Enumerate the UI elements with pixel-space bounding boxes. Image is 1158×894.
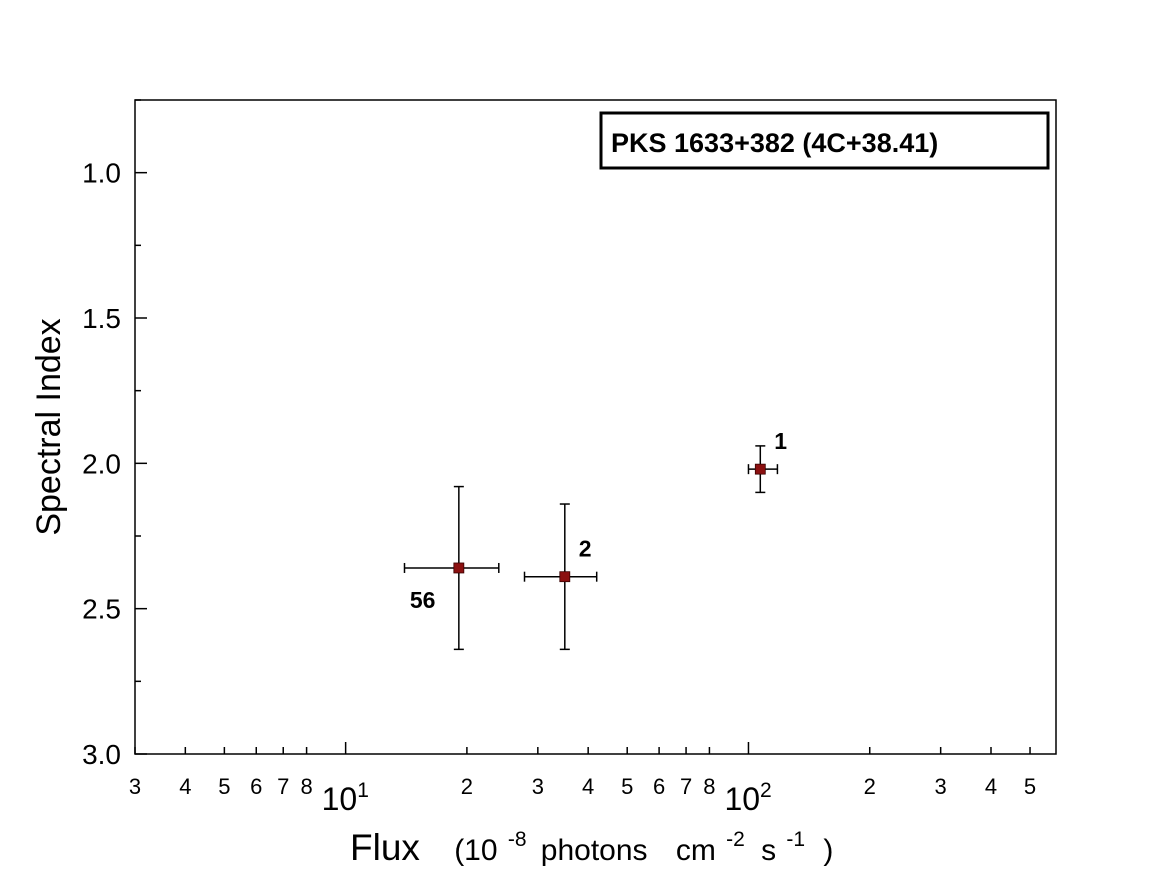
x-tick-label: 4 — [179, 774, 191, 799]
x-tick-label: 8 — [703, 774, 715, 799]
x-tick-label: 4 — [985, 774, 997, 799]
data-point: 56 — [403, 485, 500, 651]
plot-frame — [134, 99, 1057, 755]
legend-label: PKS 1633+382 (4C+38.41) — [611, 128, 938, 158]
y-axis-title: Spectral Index — [30, 318, 68, 535]
x-title-main: Flux — [350, 827, 420, 868]
x-tick-label: 7 — [277, 774, 289, 799]
x-tick-label: 3 — [129, 774, 141, 799]
x-tick-label: 5 — [621, 774, 633, 799]
x-tick-label: 5 — [218, 774, 230, 799]
x-axis-title: Flux (10 -8 photons cm -2 s -1 ) — [350, 813, 833, 868]
x-title-open: (10 — [454, 834, 497, 867]
x-title-photons: photons — [541, 834, 648, 867]
y-tick-label: 2.5 — [82, 594, 121, 625]
x-tick-label: 101 — [322, 779, 369, 817]
legend-box — [599, 111, 1050, 170]
x-title-exp3: -1 — [786, 828, 805, 851]
point-marker — [453, 562, 465, 574]
y-axis-ticks: 1.0 1.5 2.0 2.5 3.0 — [82, 99, 147, 770]
point-marker — [559, 571, 571, 583]
point-label: 1 — [774, 428, 787, 454]
x-tick-label: 2 — [461, 774, 473, 799]
x-tick-label: 8 — [300, 774, 312, 799]
y-tick-label: 1.0 — [82, 158, 121, 189]
svg-text:Flux (10 -8: Flux (10 -8 photons cm -2 s -1 ) — [350, 813, 833, 868]
x-tick-label: 2 — [864, 774, 876, 799]
x-tick-label: 5 — [1024, 774, 1036, 799]
x-axis-ticks: 3 4 5 6 7 8 101 2 3 4 5 6 7 8 102 2 3 4 5 — [129, 742, 1036, 817]
x-tick-label: 7 — [680, 774, 692, 799]
point-label: 56 — [410, 587, 436, 613]
data-point: 2 — [523, 503, 598, 651]
y-tick-label: 2.0 — [82, 448, 121, 479]
x-tick-label: 102 — [724, 779, 771, 817]
data-points: 56 2 1 — [403, 428, 787, 651]
x-title-exp1: -8 — [508, 828, 527, 851]
x-title-s: s — [761, 834, 776, 867]
x-tick-label: 3 — [935, 774, 947, 799]
data-point: 1 — [747, 428, 787, 494]
point-label: 2 — [579, 536, 592, 562]
x-title-cm: cm — [676, 834, 716, 867]
x-tick-label: 3 — [532, 774, 544, 799]
y-tick-label: 1.5 — [82, 303, 121, 334]
x-title-close: ) — [823, 834, 833, 867]
y-tick-label: 3.0 — [82, 739, 121, 770]
x-tick-label: 6 — [250, 774, 262, 799]
x-tick-label: 6 — [653, 774, 665, 799]
legend: PKS 1633+382 (4C+38.41) — [599, 111, 1050, 170]
point-marker — [754, 463, 766, 475]
x-tick-label: 4 — [582, 774, 594, 799]
x-title-exp2: -2 — [726, 828, 745, 851]
